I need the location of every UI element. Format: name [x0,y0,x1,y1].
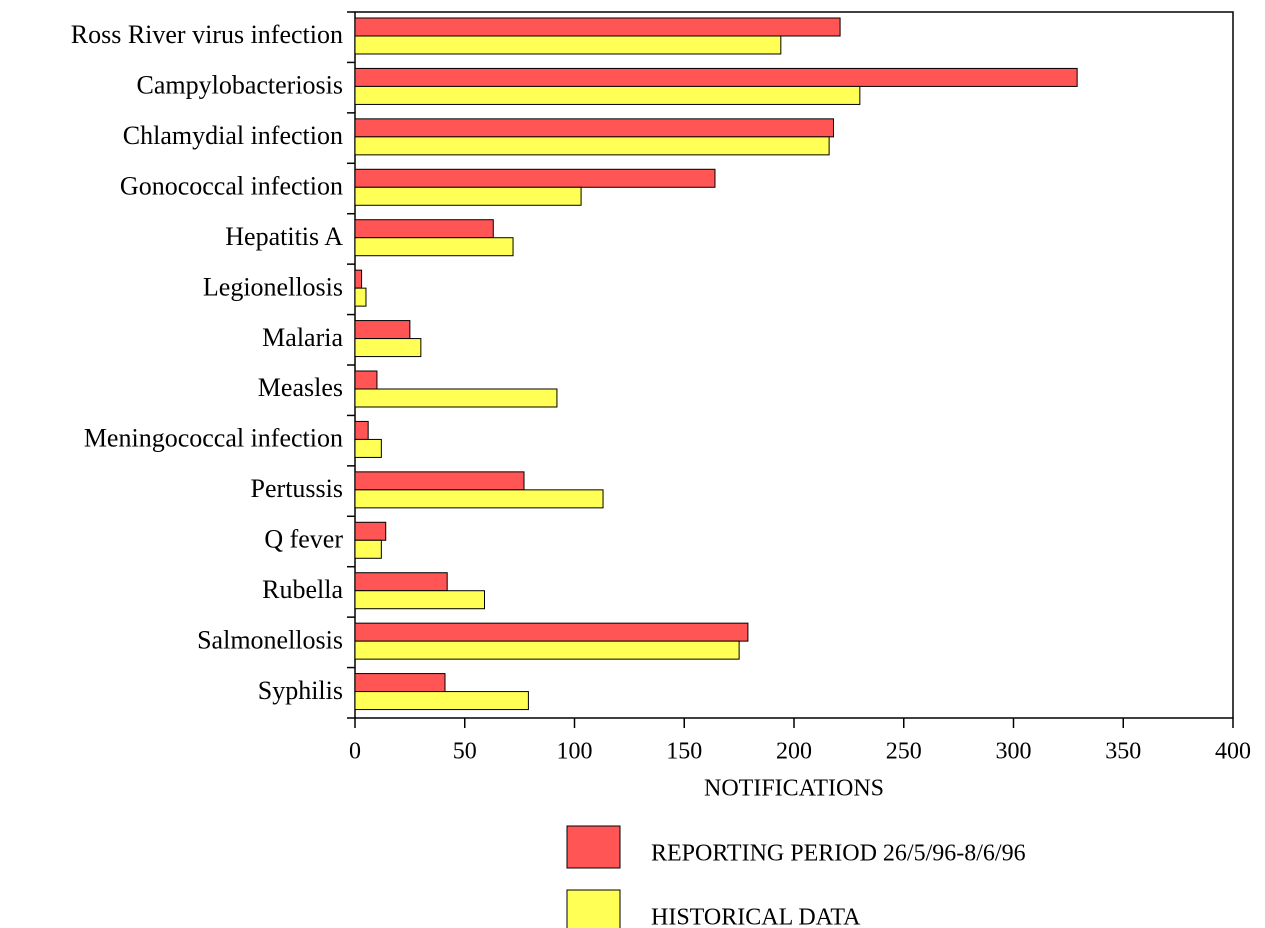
bar [354,691,529,711]
bar [354,489,604,509]
y-tick-label: Measles [258,373,343,402]
bar [354,17,841,37]
y-tick-label: Chlamydial infection [123,121,343,150]
bar [354,85,861,105]
bar [354,438,382,458]
x-tick-label: 300 [996,739,1032,765]
x-tick-label: 0 [349,739,361,765]
bar [354,186,582,206]
y-tick-label: Legionellosis [203,272,343,301]
y-tick-label: Rubella [262,575,343,604]
y-tick-label: Malaria [262,323,343,352]
bar [354,237,514,257]
x-tick-label: 100 [557,739,593,765]
y-tick-label: Syphilis [258,676,343,705]
x-axis-label: NOTIFICATIONS [704,776,884,802]
bar [354,219,494,239]
legend-swatch [566,889,621,928]
y-tick-label: Hepatitis A [225,222,343,251]
bar [354,420,369,440]
bar [354,640,740,660]
y-tick-label: Gonococcal infection [120,171,343,200]
bar [354,388,558,408]
x-tick-label: 350 [1105,739,1141,765]
bar [354,136,830,156]
y-tick-label: Salmonellosis [197,625,343,654]
legend-label: HISTORICAL DATA [651,905,861,928]
bar [354,287,367,307]
bar [354,168,716,188]
bar [354,521,387,541]
bar [354,622,749,642]
x-tick-label: 250 [886,739,922,765]
bar [354,338,422,358]
y-tick-label: Pertussis [251,474,343,503]
bar [354,590,486,610]
bar [354,673,446,693]
bar [354,370,378,390]
x-tick-label: 200 [776,739,812,765]
plot-frame [354,11,1234,719]
bar [354,67,1078,87]
bar [354,471,525,491]
bar [354,118,835,138]
x-tick-label: 150 [666,739,702,765]
x-tick-label: 400 [1215,739,1251,765]
y-tick-label: Campylobacteriosis [136,71,343,100]
y-tick-label: Q fever [264,524,343,553]
legend-swatch [566,825,621,869]
bar [354,269,363,289]
bar [354,539,382,559]
y-tick-label: Meningococcal infection [84,424,343,453]
y-tick-label: Ross River virus infection [71,20,343,49]
x-tick-label: 50 [453,739,477,765]
legend-label: REPORTING PERIOD 26/5/96-8/6/96 [651,841,1026,867]
bar [354,572,448,592]
bar [354,35,782,55]
bar [354,320,411,340]
